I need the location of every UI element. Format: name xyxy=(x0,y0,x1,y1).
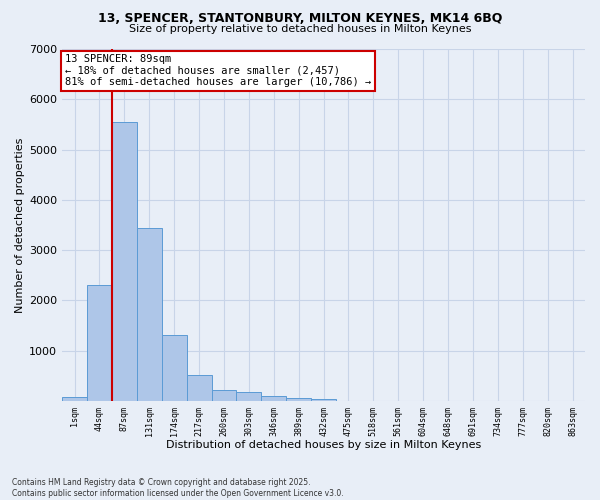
Bar xyxy=(212,390,236,401)
Text: 13 SPENCER: 89sqm
← 18% of detached houses are smaller (2,457)
81% of semi-detac: 13 SPENCER: 89sqm ← 18% of detached hous… xyxy=(65,54,371,88)
Y-axis label: Number of detached properties: Number of detached properties xyxy=(15,138,25,312)
X-axis label: Distribution of detached houses by size in Milton Keynes: Distribution of detached houses by size … xyxy=(166,440,481,450)
Bar xyxy=(162,334,187,401)
Text: Size of property relative to detached houses in Milton Keynes: Size of property relative to detached ho… xyxy=(129,24,471,34)
Text: 13, SPENCER, STANTONBURY, MILTON KEYNES, MK14 6BQ: 13, SPENCER, STANTONBURY, MILTON KEYNES,… xyxy=(98,12,502,26)
Bar xyxy=(112,122,137,401)
Bar xyxy=(262,396,286,401)
Bar xyxy=(87,286,112,401)
Bar xyxy=(236,392,262,401)
Text: Contains HM Land Registry data © Crown copyright and database right 2025.
Contai: Contains HM Land Registry data © Crown c… xyxy=(12,478,344,498)
Bar xyxy=(187,375,212,401)
Bar xyxy=(286,398,311,401)
Bar xyxy=(62,397,87,401)
Bar xyxy=(137,228,162,401)
Bar xyxy=(311,400,336,401)
